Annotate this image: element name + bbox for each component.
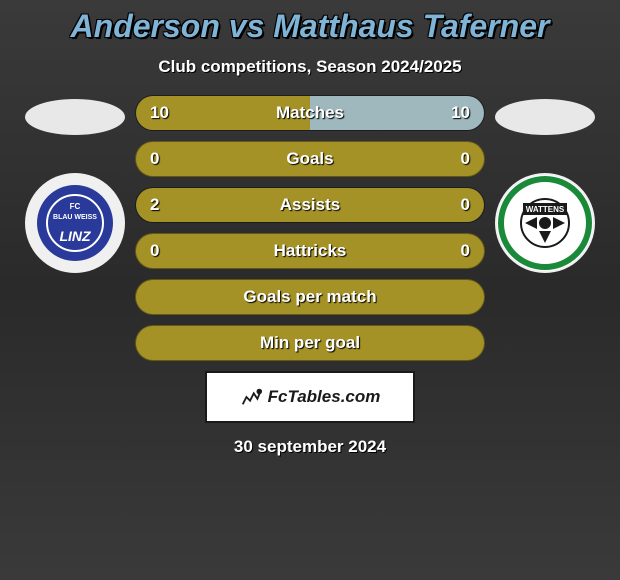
stat-value-right: 0 <box>461 241 470 261</box>
left-club-badge-icon: FC BLAU WEISS LINZ <box>25 173 125 273</box>
right-club-badge-icon: WATTENS <box>495 173 595 273</box>
stat-label: Assists <box>280 195 340 215</box>
right-player-photo-placeholder <box>495 99 595 135</box>
stat-label: Matches <box>276 103 344 123</box>
stat-value-right: 0 <box>461 149 470 169</box>
stat-label: Goals per match <box>243 287 376 307</box>
page-subtitle: Club competitions, Season 2024/2025 <box>158 57 461 77</box>
stat-value-right: 10 <box>451 103 470 123</box>
stat-bars: Matches1010Goals00Assists20Hattricks00Go… <box>135 95 485 361</box>
stat-bar-goals-per-match: Goals per match <box>135 279 485 315</box>
comparison-area: FC BLAU WEISS LINZ Matches1010Goals00Ass… <box>0 95 620 361</box>
stat-value-left: 0 <box>150 149 159 169</box>
fctables-logo-icon <box>240 386 262 408</box>
stat-bar-min-per-goal: Min per goal <box>135 325 485 361</box>
left-club-badge: FC BLAU WEISS LINZ <box>25 173 125 273</box>
stat-label: Goals <box>286 149 333 169</box>
footer-date: 30 september 2024 <box>234 437 386 457</box>
stat-bar-goals: Goals 0 0 <box>135 141 485 177</box>
stat-value-left: 10 <box>150 103 169 123</box>
left-player-col: FC BLAU WEISS LINZ <box>15 95 135 273</box>
right-club-badge: WATTENS <box>495 173 595 273</box>
svg-text:LINZ: LINZ <box>59 228 91 244</box>
stat-value-left: 0 <box>150 241 159 261</box>
stat-label: Min per goal <box>260 333 360 353</box>
stat-label: Hattricks <box>274 241 347 261</box>
stat-bar-matches: Matches 10 10 <box>135 95 485 131</box>
stat-bar-hattricks: Hattricks 0 0 <box>135 233 485 269</box>
svg-text:FC: FC <box>70 202 81 211</box>
brand-text: FcTables.com <box>268 387 381 407</box>
stat-value-left: 2 <box>150 195 159 215</box>
right-player-col: WATTENS <box>485 95 605 273</box>
left-player-photo-placeholder <box>25 99 125 135</box>
svg-text:BLAU WEISS: BLAU WEISS <box>53 214 97 221</box>
brand-box: FcTables.com <box>205 371 415 423</box>
svg-text:WATTENS: WATTENS <box>526 205 565 214</box>
stat-value-right: 0 <box>461 195 470 215</box>
page-title: Anderson vs Matthaus Taferner <box>71 8 550 45</box>
stat-bar-assists: Assists 2 0 <box>135 187 485 223</box>
